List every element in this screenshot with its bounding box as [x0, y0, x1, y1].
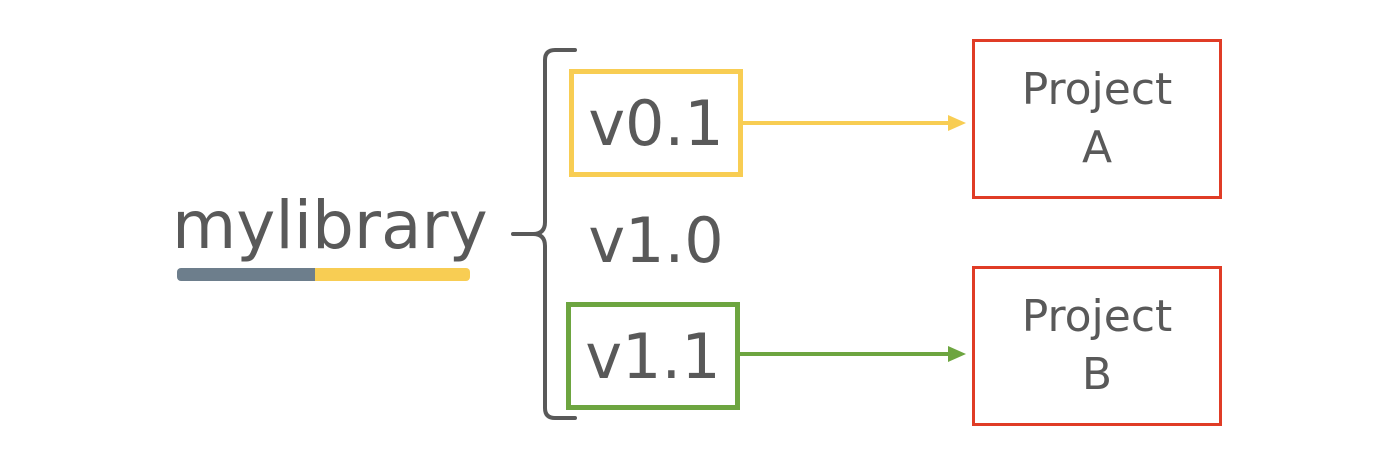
project-label-line1: Project: [1021, 64, 1173, 115]
underline-segment-gray: [177, 268, 317, 281]
project-b-box: Project B: [972, 266, 1222, 426]
underline-segment-yellow: [315, 268, 470, 281]
version-brace: [511, 48, 577, 420]
version-label: v0.1: [588, 86, 724, 160]
version-v1-0: v1.0: [569, 190, 743, 290]
library-underline: [177, 268, 470, 281]
version-label: v1.1: [585, 319, 721, 393]
arrowhead-project-b: [948, 346, 966, 362]
arrowhead-project-a: [948, 115, 966, 131]
project-label-line2: A: [1081, 122, 1113, 173]
version-v1-1-box: v1.1: [566, 302, 740, 410]
project-a-box: Project A: [972, 39, 1222, 199]
version-label: v1.0: [588, 203, 724, 277]
project-label-line2: B: [1081, 349, 1113, 400]
project-label-line1: Project: [1021, 291, 1173, 342]
library-name: mylibrary: [172, 187, 488, 264]
version-v0-1-box: v0.1: [569, 69, 743, 177]
